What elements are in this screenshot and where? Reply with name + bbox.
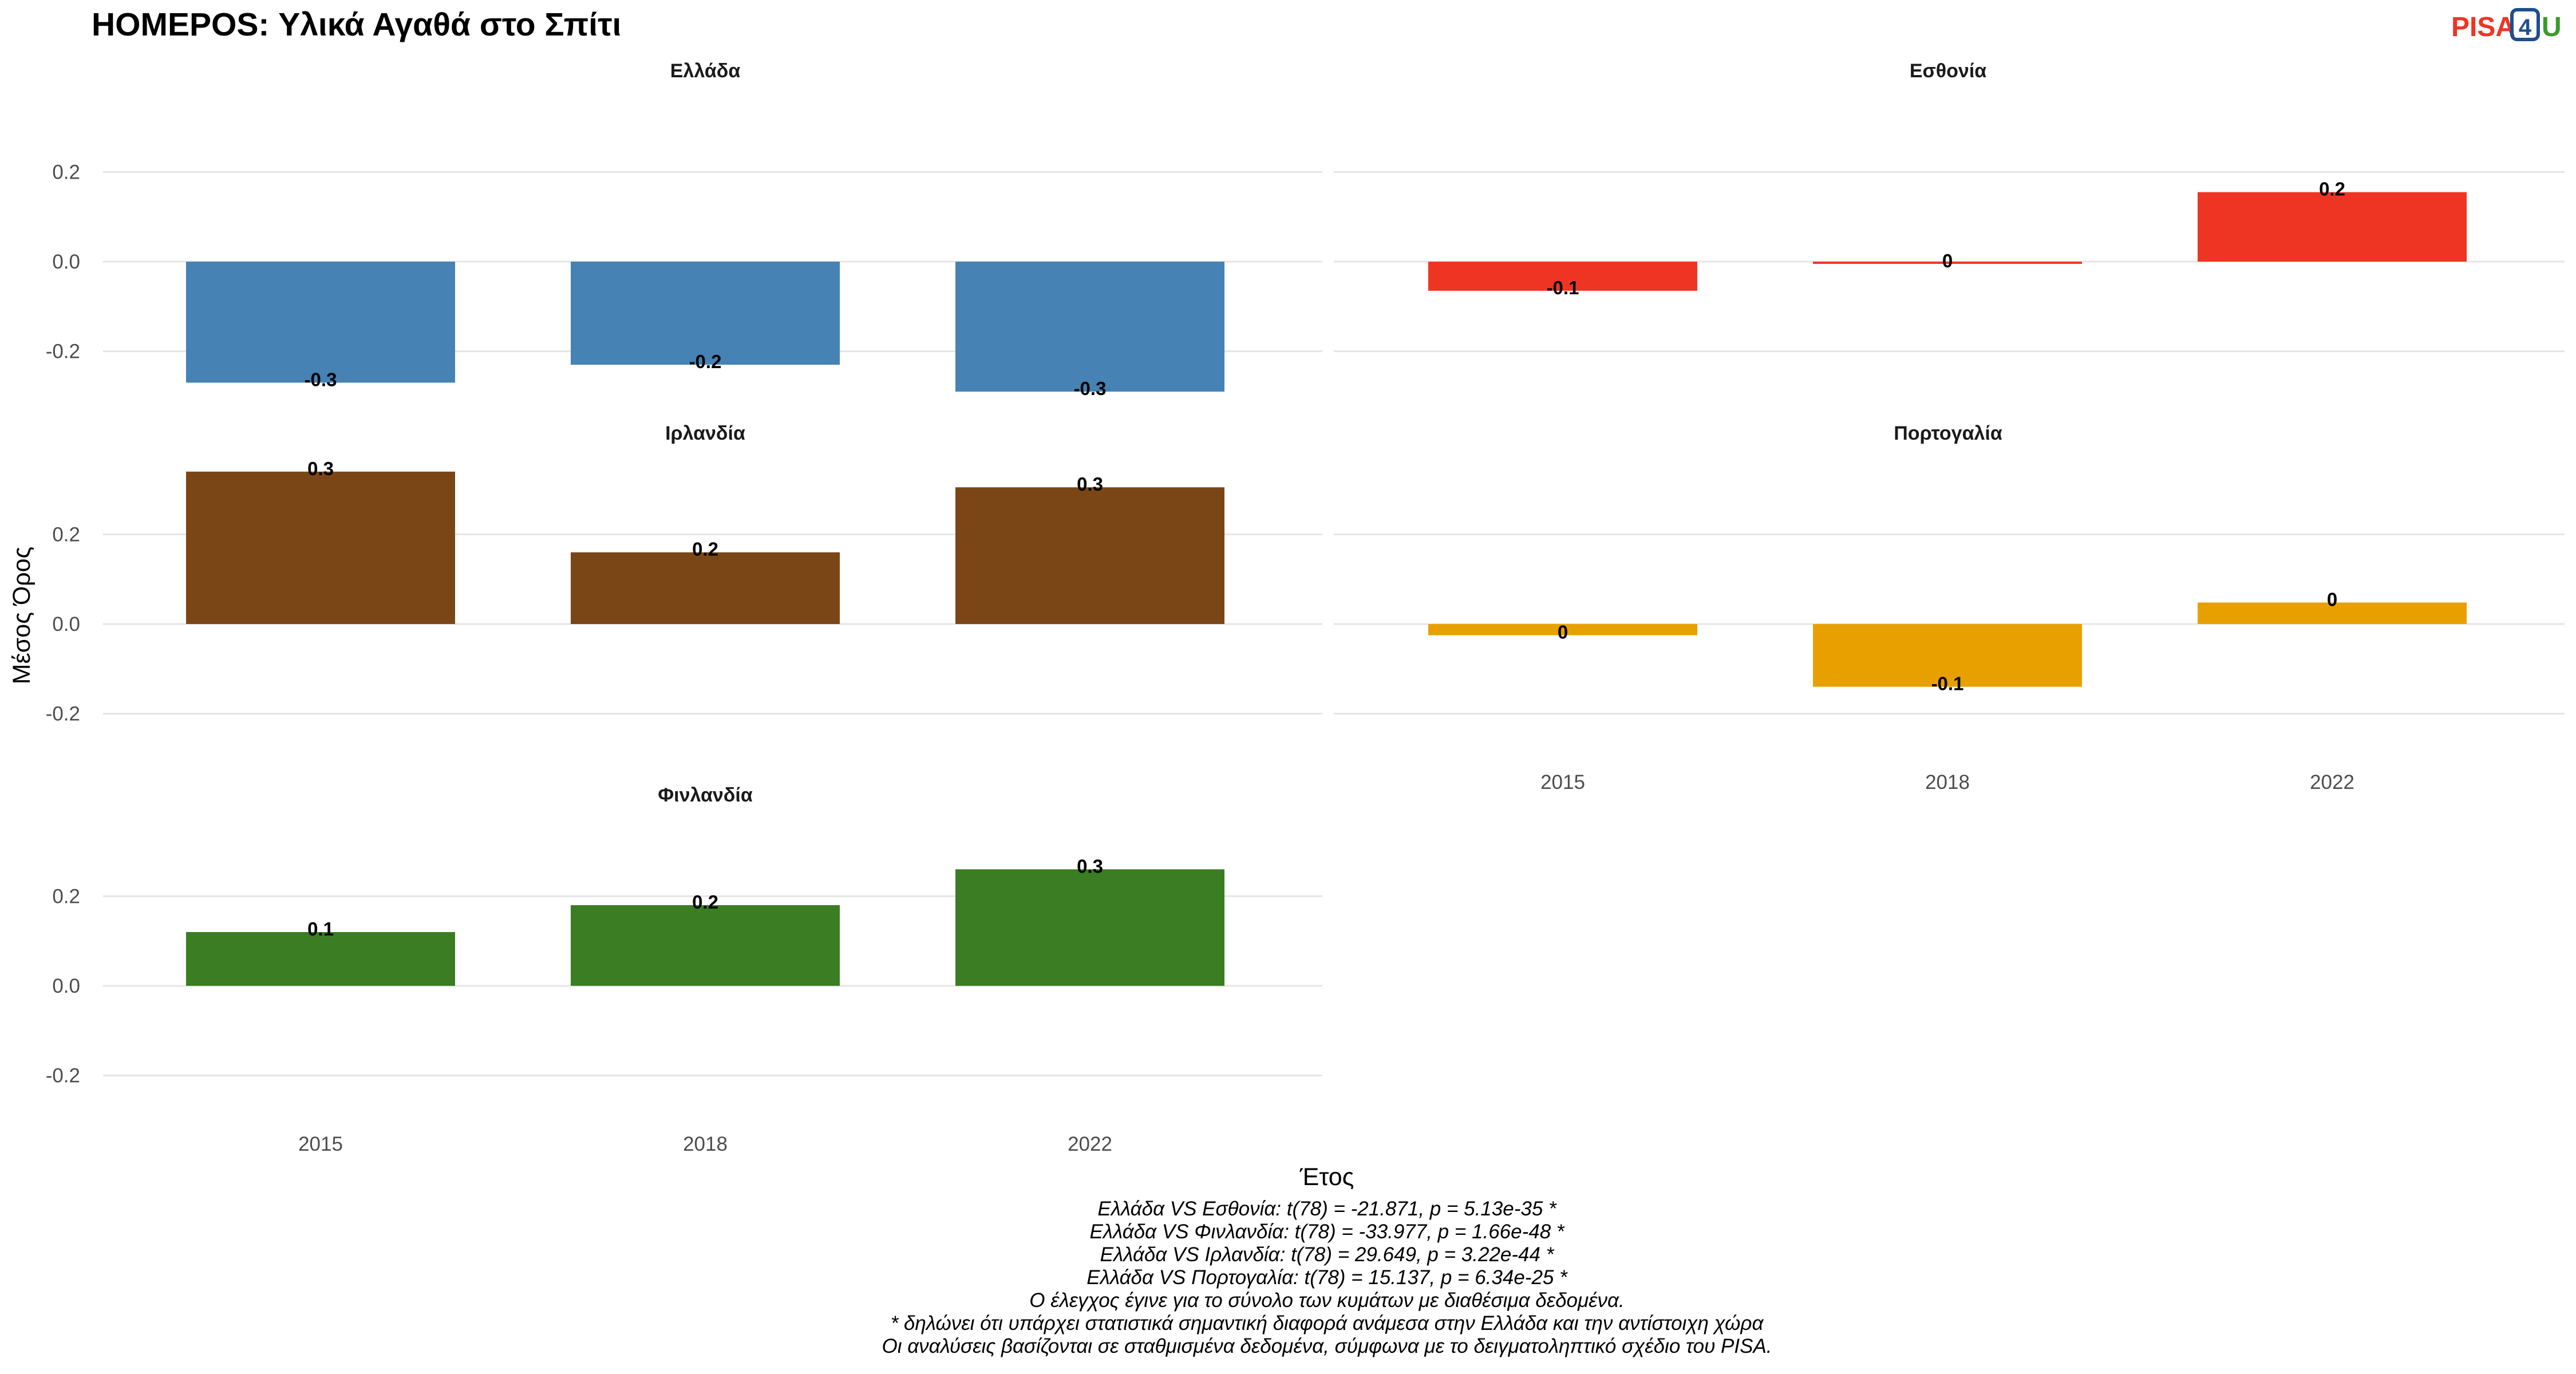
bar — [186, 262, 455, 383]
data-label: 0.2 — [2319, 179, 2345, 200]
logo-text-a: PISA — [2451, 12, 2515, 42]
bar — [2198, 192, 2467, 262]
bar — [955, 869, 1224, 986]
panel-2: Εσθονία -0.1 0 0.2 — [1334, 60, 2565, 353]
data-label: 0.3 — [307, 458, 334, 479]
panel-3: -0.2 0.0 0.2 Ιρλανδία 0.3 0.2 0.3 — [46, 423, 1322, 725]
bar — [571, 552, 840, 624]
panel-5: -0.2 0.0 0.2 Φινλανδία 0.1 0.2 0.3 2015 2018 2022 — [46, 784, 1322, 1155]
y-tick-label: 0.0 — [52, 251, 80, 273]
caption: Ελλάδα VS Εσθονία: t(78) = -21.871, p = … — [882, 1198, 1772, 1357]
panel-title: Εσθονία — [1910, 60, 1986, 82]
x-tick-label: 2018 — [683, 1133, 728, 1155]
x-axis-label: Έτος — [1299, 1163, 1354, 1191]
panel-title: Φινλανδία — [658, 784, 753, 806]
data-label: 0 — [1942, 250, 1953, 271]
panel-title: Πορτογαλία — [1894, 423, 2002, 444]
caption-line: Ο έλεγχος έγινε για το σύνολο των κυμάτω… — [1029, 1289, 1625, 1312]
caption-line: Οι αναλύσεις βασίζονται σε σταθμισμένα δ… — [882, 1335, 1772, 1357]
data-label: 0.1 — [307, 918, 334, 939]
y-tick-label: 0.0 — [52, 975, 80, 997]
bar — [571, 905, 840, 986]
data-label: -0.1 — [1931, 673, 1964, 694]
y-tick-label: 0.0 — [52, 613, 80, 635]
bar — [2198, 602, 2467, 624]
x-tick-label: 2018 — [1925, 771, 1970, 793]
bar — [186, 932, 455, 986]
data-label: 0 — [1558, 622, 1568, 643]
bar — [1813, 624, 2082, 687]
y-tick-label: -0.2 — [46, 703, 80, 725]
x-tick-label: 2022 — [1068, 1133, 1112, 1155]
bar — [571, 262, 840, 365]
logo-box — [2510, 8, 2540, 41]
data-label: -0.3 — [1074, 378, 1107, 399]
x-tick-label: 2015 — [298, 1133, 343, 1155]
y-tick-label: -0.2 — [46, 1065, 80, 1087]
panels: -0.2 0.0 0.2 Ελλάδα -0.3 -0.2 -0.3 Εσθονία -0.1 0… — [46, 60, 2565, 1155]
panel-title: Ελλάδα — [670, 60, 741, 82]
bar — [1428, 262, 1697, 291]
data-label: -0.2 — [689, 351, 722, 372]
data-label: 0.2 — [692, 891, 718, 913]
data-label: 0 — [2327, 589, 2337, 610]
panel-1: -0.2 0.0 0.2 Ελλάδα -0.3 -0.2 -0.3 — [46, 60, 1322, 399]
caption-line: * δηλώνει ότι υπάρχει στατιστικά σημαντι… — [891, 1312, 1764, 1334]
y-axis-label: Μέσος Όρος — [8, 547, 35, 685]
panel-title: Ιρλανδία — [665, 423, 745, 444]
logo-text-c: U — [2542, 12, 2562, 42]
data-label: 0.3 — [1077, 473, 1103, 495]
x-tick-label: 2022 — [2310, 771, 2354, 793]
bar — [1813, 262, 2082, 264]
bar — [955, 262, 1224, 392]
y-tick-label: -0.2 — [46, 341, 80, 363]
caption-line: Ελλάδα VS Εσθονία: t(78) = -21.871, p = … — [1097, 1198, 1557, 1220]
data-label: -0.3 — [305, 369, 337, 390]
y-tick-label: 0.2 — [52, 161, 80, 183]
logo: PISA 4 U — [2451, 8, 2562, 42]
chart-title: HOMEPOS: Υλικά Αγαθά στο Σπίτι — [92, 6, 621, 43]
caption-line: Ελλάδα VS Φινλανδία: t(78) = -33.977, p … — [1089, 1221, 1564, 1243]
bar — [186, 471, 455, 624]
y-tick-label: 0.2 — [52, 523, 80, 546]
bar — [955, 487, 1224, 624]
caption-line: Ελλάδα VS Ιρλανδία: t(78) = 29.649, p = … — [1100, 1243, 1555, 1266]
data-label: 0.2 — [692, 539, 718, 560]
bar — [1428, 624, 1697, 635]
y-tick-label: 0.2 — [52, 885, 80, 907]
caption-line: Ελλάδα VS Πορτογαλία: t(78) = 15.137, p … — [1086, 1266, 1568, 1289]
x-tick-label: 2015 — [1540, 771, 1585, 793]
logo-text-b: 4 — [2519, 15, 2532, 40]
data-label: 0.3 — [1077, 855, 1103, 876]
data-label: -0.1 — [1547, 277, 1579, 298]
panel-4: Πορτογαλία 0 -0.1 0 2015 2018 2022 — [1334, 423, 2565, 793]
